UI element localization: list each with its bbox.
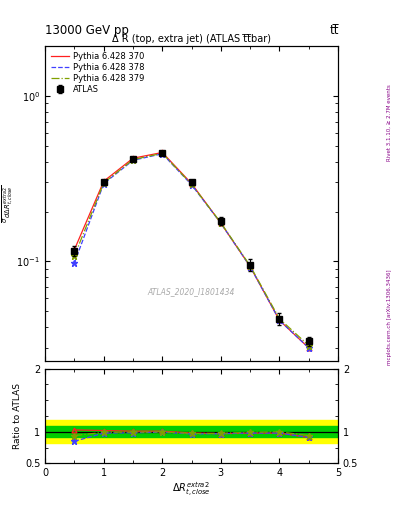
Pythia 6.428 370 [219,220,223,226]
Pythia 6.428 379 [72,253,77,259]
Pythia 6.428 379 [248,263,253,269]
Pythia 6.428 370 [160,150,165,156]
Pythia 6.428 379 [131,157,136,163]
Pythia 6.428 370 [72,246,77,252]
Pythia 6.428 378 [307,345,311,351]
Text: Rivet 3.1.10, ≥ 2.7M events: Rivet 3.1.10, ≥ 2.7M events [387,84,392,161]
Pythia 6.428 370 [248,264,253,270]
Text: ATLAS_2020_I1801434: ATLAS_2020_I1801434 [148,287,235,296]
Line: Pythia 6.428 379: Pythia 6.428 379 [75,153,309,346]
Pythia 6.428 370 [131,155,136,161]
Text: mcplots.cern.ch [arXiv:1306.3436]: mcplots.cern.ch [arXiv:1306.3436] [387,270,392,365]
Pythia 6.428 379 [219,220,223,226]
Y-axis label: Ratio to ATLAS: Ratio to ATLAS [13,383,22,449]
Line: Pythia 6.428 370: Pythia 6.428 370 [75,153,309,348]
Pythia 6.428 378 [277,317,282,324]
Pythia 6.428 378 [72,260,77,266]
Pythia 6.428 378 [131,157,136,163]
Pythia 6.428 379 [277,316,282,322]
Title: Δ R (top, extra jet) (ATLAS t̅t̅bar): Δ R (top, extra jet) (ATLAS t̅t̅bar) [112,34,271,44]
Pythia 6.428 370 [101,178,106,184]
Pythia 6.428 370 [277,317,282,324]
Pythia 6.428 379 [307,343,311,349]
Text: 13000 GeV pp: 13000 GeV pp [45,25,129,37]
Pythia 6.428 378 [160,151,165,157]
Pythia 6.428 379 [189,181,194,187]
Pythia 6.428 379 [101,180,106,186]
Pythia 6.428 378 [101,181,106,187]
Legend: Pythia 6.428 370, Pythia 6.428 378, Pythia 6.428 379, ATLAS: Pythia 6.428 370, Pythia 6.428 378, Pyth… [50,50,146,96]
Y-axis label: $\frac{1}{\sigma}\frac{d\sigma}{d\Delta R_{t,close}^{extra2}}$: $\frac{1}{\sigma}\frac{d\sigma}{d\Delta … [0,184,15,223]
X-axis label: $\Delta R_{t,close}^{extra2}$: $\Delta R_{t,close}^{extra2}$ [172,481,211,499]
Pythia 6.428 370 [307,345,311,351]
Pythia 6.428 378 [248,264,253,270]
Pythia 6.428 378 [219,220,223,226]
Line: Pythia 6.428 378: Pythia 6.428 378 [75,154,309,348]
Text: tt̅: tt̅ [329,25,339,37]
Pythia 6.428 379 [160,150,165,156]
Pythia 6.428 370 [189,181,194,187]
Pythia 6.428 378 [189,182,194,188]
